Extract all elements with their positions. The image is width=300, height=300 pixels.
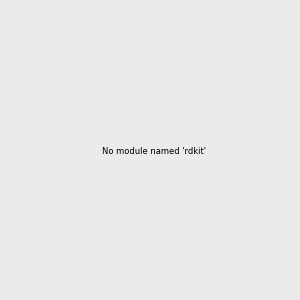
Text: No module named 'rdkit': No module named 'rdkit' <box>102 147 206 156</box>
